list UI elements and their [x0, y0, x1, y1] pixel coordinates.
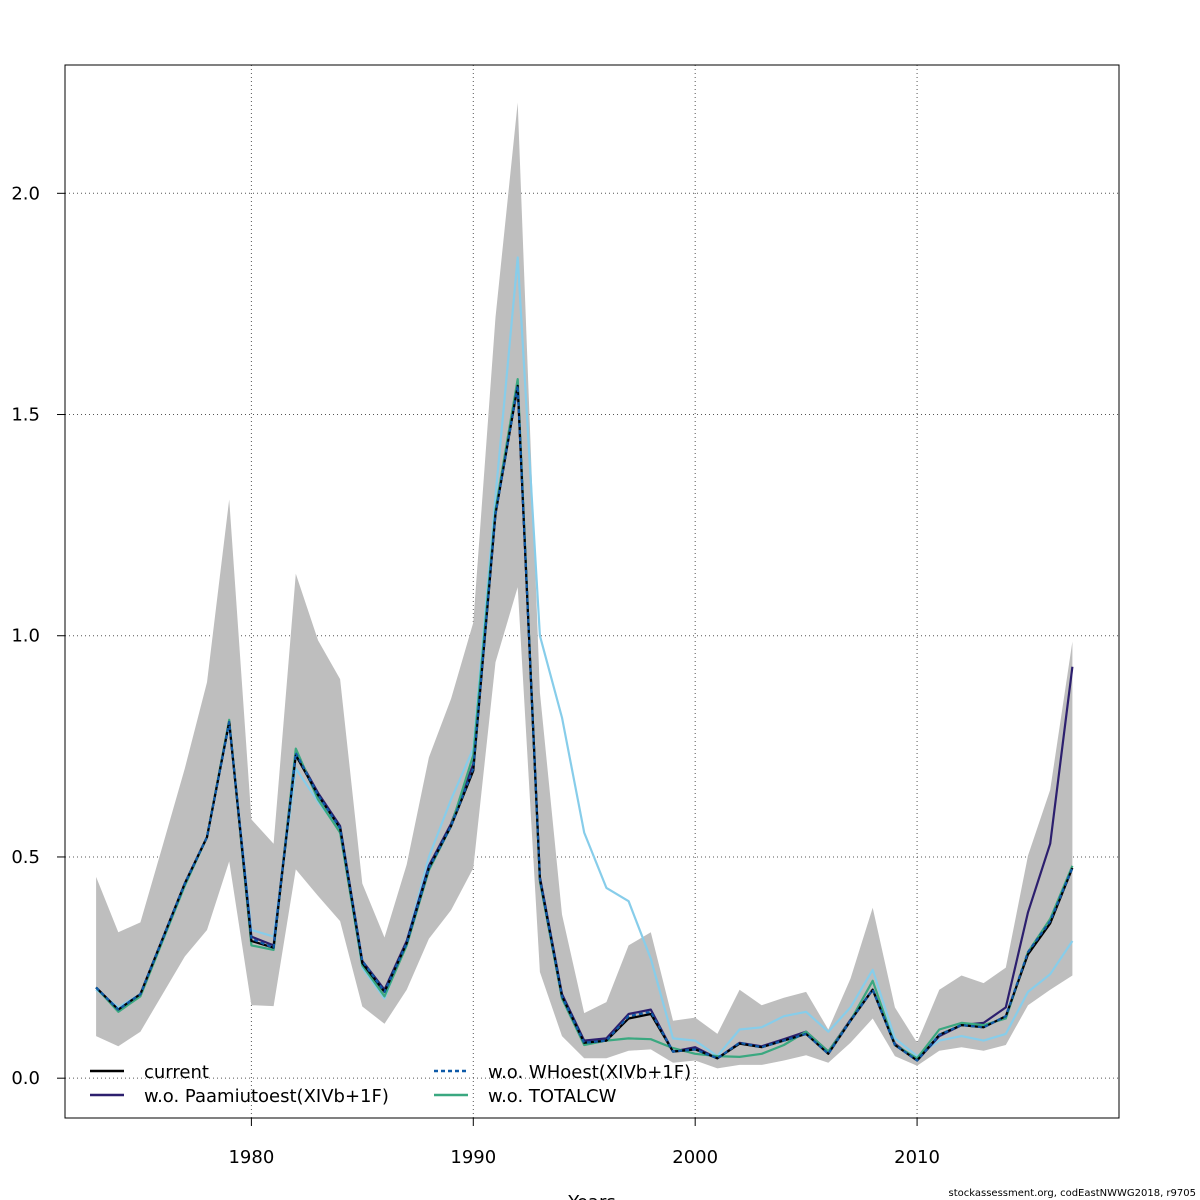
y-tick-label: 1.0 — [11, 626, 40, 647]
legend-label: w.o. WHoest(XIVb+1F) — [488, 1062, 691, 1083]
confidence-band-group — [96, 102, 1073, 1069]
y-tick-label: 1.5 — [11, 405, 40, 426]
y-tick-label: 0.0 — [11, 1068, 40, 1089]
credit-text: stockassessment.org, codEastNWWG2018, r9… — [949, 1188, 1197, 1199]
legend-label: current — [144, 1062, 209, 1083]
legend-label: w.o. TOTALCW — [488, 1086, 617, 1107]
x-tick-label: 2010 — [894, 1147, 940, 1168]
y-tick-label: 2.0 — [11, 183, 40, 204]
series-line-4 — [95, 378, 1074, 1060]
axes: 1980 1990 2000 2010 0.0 0.5 1.0 1.5 2.0 — [11, 183, 940, 1168]
plot-frame — [64, 64, 1120, 1119]
legend-label: w.o. Paamiutoest(XIVb+1F) — [144, 1086, 389, 1107]
x-axis-title: Years — [567, 1192, 616, 1200]
legend: current w.o. Paamiutoest(XIVb+1F) w.o. WHo… — [90, 1062, 691, 1107]
y-tick-label: 0.5 — [11, 847, 40, 868]
series-line-3 — [95, 384, 1074, 1062]
x-tick-label: 2000 — [672, 1147, 718, 1168]
x-tick-label: 1980 — [228, 1147, 274, 1168]
series-lines — [95, 256, 1074, 1062]
series-line-5 — [95, 256, 1074, 1058]
confidence-band — [96, 102, 1073, 1069]
x-tick-label: 1990 — [450, 1147, 496, 1168]
